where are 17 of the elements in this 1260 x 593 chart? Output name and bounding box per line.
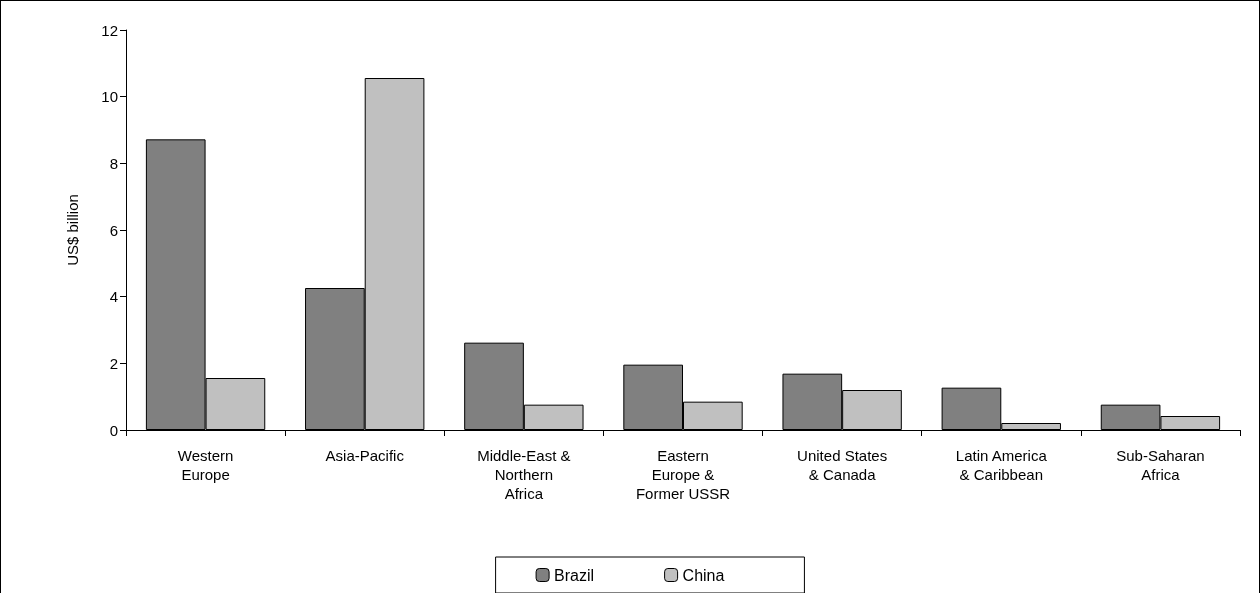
- x-tick-label: Western Europe: [177, 447, 234, 483]
- y-tick-label: 6: [109, 221, 118, 239]
- legend-label: Brazil: [554, 566, 595, 584]
- legend-label: China: [682, 566, 725, 584]
- y-tick-label: 2: [109, 354, 118, 372]
- y-axis-title: US$ billion: [64, 194, 81, 266]
- y-tick-label: 12: [101, 21, 118, 39]
- y-tick-label: 10: [101, 88, 118, 106]
- x-tick-label: Eastern Europe & Former USSR: [635, 447, 731, 502]
- y-tick-label: 4: [109, 288, 118, 306]
- y-tick-label: 0: [109, 421, 118, 439]
- y-tick-label: 8: [109, 154, 118, 172]
- x-tick-label: Asia-Pacific: [325, 447, 405, 464]
- x-tick-label: Latin America & Caribbean: [955, 447, 1048, 483]
- x-tick-label: United States & Canada: [797, 447, 888, 483]
- x-tick-label: Sub-Saharan Africa: [1116, 447, 1205, 483]
- x-tick-label: Middle-East & Northern Africa: [477, 447, 571, 502]
